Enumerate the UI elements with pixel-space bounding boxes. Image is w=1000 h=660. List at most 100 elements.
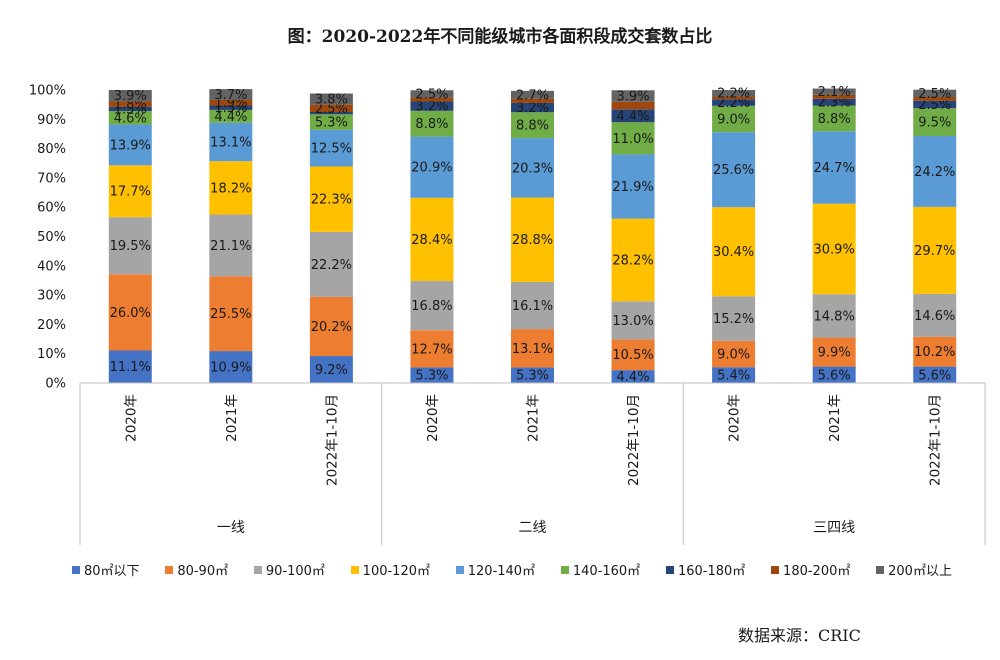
y-tick-label: 100%	[29, 84, 66, 99]
bar-segment	[611, 218, 655, 302]
legend-item: 120-140㎡	[455, 560, 536, 579]
bar-segment	[712, 96, 756, 100]
data-label: 13.1%	[210, 136, 251, 151]
legend-label: 200㎡以上	[888, 564, 952, 579]
legend-item: 140-160㎡	[560, 560, 640, 579]
x-category-label: 2020年	[727, 394, 743, 442]
bar-segment	[913, 136, 957, 207]
y-tick-label: 50%	[37, 230, 66, 245]
data-label: 10.2%	[914, 345, 955, 360]
bar-segment	[913, 206, 957, 294]
bar-segment	[309, 111, 353, 115]
data-label: 2.3%	[818, 96, 851, 111]
data-label: 24.7%	[814, 161, 855, 176]
bar-segment	[209, 214, 253, 277]
bar-segment	[712, 99, 756, 106]
data-label: 9.9%	[818, 346, 851, 361]
data-label: 13.0%	[612, 314, 653, 329]
legend-item: 180-200㎡	[771, 560, 850, 579]
data-label: 2.2%	[717, 87, 750, 102]
bar-segment	[712, 90, 756, 97]
y-tick-label: 20%	[37, 318, 66, 333]
bar-segment	[812, 94, 856, 99]
data-label: 20.2%	[311, 320, 352, 335]
legend-swatch	[771, 565, 780, 574]
data-label: 3.2%	[415, 100, 448, 115]
bar-segment	[812, 105, 856, 132]
bar-segment	[611, 122, 655, 155]
data-label: 30.4%	[713, 245, 754, 260]
bar-segment	[511, 281, 554, 330]
data-label: 30.9%	[814, 242, 855, 257]
bar-segment	[511, 90, 554, 99]
legend-item: 100-120㎡	[350, 560, 430, 579]
bar-segment	[108, 274, 152, 351]
data-label: 14.8%	[814, 309, 855, 324]
data-label: 8.8%	[818, 112, 851, 127]
data-label: 29.7%	[914, 244, 955, 259]
data-label: 8.8%	[516, 119, 549, 134]
data-label: 2.7%	[516, 88, 549, 103]
bar-segment	[410, 101, 454, 111]
data-label: 12.7%	[411, 342, 452, 357]
bar-segment	[812, 131, 856, 204]
data-label: 21.1%	[210, 239, 251, 254]
bar-segment	[712, 340, 756, 368]
data-label: 10.5%	[612, 348, 653, 363]
y-tick-label: 30%	[37, 289, 66, 304]
bar-segment	[511, 367, 554, 383]
data-label: 21.9%	[612, 180, 653, 195]
data-label: 5.3%	[516, 369, 549, 384]
legend-label: 120-140㎡	[467, 564, 536, 579]
data-label: 13.9%	[110, 138, 151, 153]
legend-swatch	[455, 565, 464, 574]
x-category-label: 2021年	[224, 394, 240, 442]
legend-label: 80㎡以下	[84, 564, 140, 579]
data-label: 15.2%	[713, 312, 754, 327]
legend-item: 80㎡以下	[72, 560, 140, 579]
data-label: 10.9%	[210, 361, 251, 376]
data-label: 2.5%	[315, 102, 348, 117]
data-label: 20.3%	[512, 161, 553, 176]
legend-swatch	[165, 565, 174, 574]
bar-segment	[812, 203, 856, 295]
bar-segment	[209, 122, 253, 162]
data-label: 16.1%	[512, 299, 553, 314]
data-label: 24.2%	[914, 165, 955, 180]
legend-swatch	[72, 565, 80, 574]
x-category-label: 2021年	[526, 394, 542, 442]
bar-segment	[309, 231, 353, 297]
data-label: 1.9%	[214, 96, 247, 111]
bar-segment	[309, 356, 353, 383]
legend-label: 160-180㎡	[677, 564, 746, 579]
legend-swatch	[253, 565, 262, 574]
data-label: 4.4%	[617, 109, 650, 124]
data-label: 4.4%	[617, 370, 650, 385]
bar-segment	[611, 370, 655, 383]
bar-segment	[209, 99, 253, 106]
y-tick-label: 10%	[37, 347, 66, 362]
bar-segment	[309, 129, 353, 167]
bar-segment	[511, 112, 554, 139]
legend-swatch	[560, 565, 569, 574]
bar-segment	[611, 339, 655, 371]
bar-segment	[511, 138, 554, 198]
legend-label: 100-120㎡	[362, 564, 430, 579]
bar-segment	[611, 154, 655, 219]
data-label: 28.4%	[411, 233, 452, 248]
legend-swatch	[876, 565, 885, 574]
data-label: 5.6%	[918, 368, 951, 383]
bar-segment	[913, 366, 957, 383]
bar-segment	[511, 102, 554, 113]
legend-label: 80-90㎡	[177, 564, 229, 579]
bar-segment	[511, 98, 554, 103]
bar-segment	[812, 366, 856, 383]
bar-segment	[410, 281, 454, 331]
bar-segment	[410, 197, 454, 282]
data-label: 28.2%	[612, 253, 653, 268]
data-label: 5.6%	[818, 368, 851, 383]
x-category-label: 2022年1-10月	[928, 394, 944, 486]
data-label: 3.8%	[315, 93, 348, 108]
bar-segment	[309, 104, 353, 112]
bar-segment	[712, 367, 756, 383]
